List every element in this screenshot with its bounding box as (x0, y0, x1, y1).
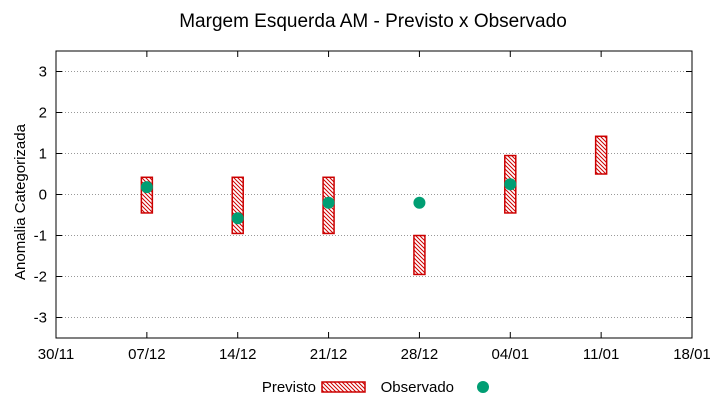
observado-point (322, 196, 335, 209)
x-axis-ticks: 30/11 07/12 14/12 21/12 28/12 04/01 11/01 18/01 (38, 51, 711, 363)
x-tick-label: 28/12 (401, 346, 439, 363)
y-tick-label: -1 (34, 228, 47, 245)
previsto-bar (140, 176, 154, 214)
x-tick-label: 30/11 (38, 346, 74, 363)
legend-marker-observado (477, 381, 489, 393)
y-tick-label: 1 (39, 146, 47, 163)
previsto-bar (413, 234, 426, 276)
legend-swatch-previsto (321, 381, 366, 393)
y-tick-label: 3 (39, 64, 47, 81)
x-tick-label: 07/12 (128, 346, 166, 363)
x-tick-label: 21/12 (310, 346, 348, 363)
observado-point (504, 178, 517, 191)
x-tick-label: 04/01 (492, 346, 530, 363)
observado-point (231, 212, 244, 225)
y-tick-label: 0 (39, 187, 47, 204)
legend: Previsto Observado (262, 379, 489, 396)
y-tick-label: -3 (34, 310, 47, 327)
x-tick-label: 14/12 (219, 346, 257, 363)
previsto-bar (231, 176, 244, 235)
y-axis-ticks: -3 -2 -1 0 1 2 3 (34, 64, 692, 327)
chart-title: Margem Esquerda AM - Previsto x Observad… (179, 11, 567, 32)
previsto-bar (594, 135, 608, 175)
previsto-series (140, 135, 608, 276)
x-tick-label: 11/01 (583, 346, 619, 363)
grid (56, 71, 692, 318)
legend-label-observado: Observado (381, 379, 454, 396)
y-tick-label: -2 (34, 269, 47, 286)
y-tick-label: 2 (39, 105, 47, 122)
legend-label-previsto: Previsto (262, 379, 316, 396)
observado-point (140, 181, 153, 194)
observado-point (413, 196, 426, 209)
plot-area: -3 -2 -1 0 1 2 3 30/11 07/12 14/12 21/12 28/12 04/0… (34, 50, 711, 363)
y-axis-label: Anomalia Categorizada (12, 123, 29, 280)
x-tick-label: 18/01 (673, 346, 711, 363)
observado-series (140, 178, 517, 225)
